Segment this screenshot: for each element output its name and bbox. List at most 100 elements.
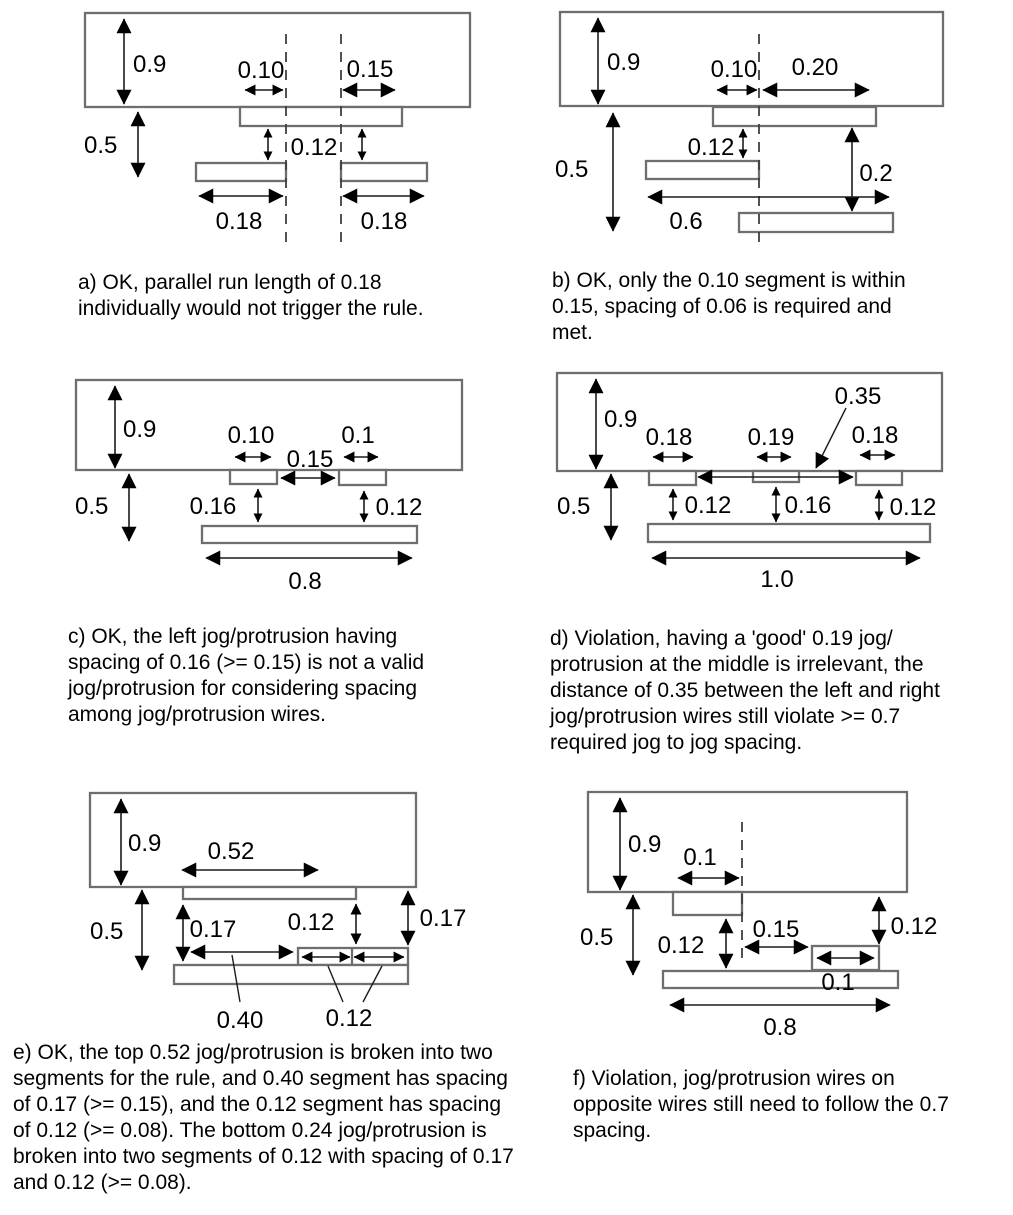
wire-top-rect: [586, 790, 909, 894]
dim-label: 0.40: [217, 1007, 264, 1034]
figure-f-drawing: 0.9 0.5 0.1 0.12 0.15 0.12 0.1 0.8: [580, 790, 938, 1041]
dim-label: 0.12: [376, 494, 423, 521]
dim-label: 0.9: [128, 830, 161, 857]
leader-line-seg-left: [327, 965, 344, 1003]
dim-label: 0.1: [683, 844, 716, 871]
caption-line: spacing.: [573, 1119, 652, 1142]
caption-line: met.: [552, 321, 593, 344]
caption-f: f) Violation, jog/protrusion wires on op…: [573, 1066, 949, 1144]
caption-line: a) OK, parallel run length of 0.18: [78, 271, 382, 294]
caption-line: spacing of 0.16 (>= 0.15) is not a valid: [68, 651, 425, 674]
dim-label: 0.19: [748, 424, 795, 451]
dim-label: 0.5: [557, 493, 590, 520]
dim-label: 0.8: [763, 1014, 796, 1041]
dim-label: 0.5: [84, 132, 117, 159]
caption-d: d) Violation, having a 'good' 0.19 jog/ …: [550, 626, 940, 756]
dim-label: 0.18: [361, 208, 408, 235]
dim-label: 0.12: [891, 913, 938, 940]
caption-line: protrusion at the middle is irrelevant, …: [550, 653, 924, 676]
dim-label: 0.9: [628, 831, 661, 858]
figure-d-drawing: 0.9 0.5 0.35 0.18 0.19 0.18 0.12 0.16 0.…: [555, 371, 944, 593]
dim-label: 0.12: [658, 932, 705, 959]
bottom-wire-rect: [646, 522, 932, 544]
dim-label: 0.15: [287, 446, 334, 473]
dim-label: 0.5: [75, 493, 108, 520]
jog-right-rect: [337, 468, 388, 487]
figure-b-drawing: 0.9 0.5 0.10 0.20 0.12 0.2 0.6: [555, 10, 945, 243]
dim-label: 0.12: [326, 1005, 373, 1032]
caption-line: d) Violation, having a 'good' 0.19 jog/: [550, 627, 893, 650]
bottom-wire-rect: [172, 963, 410, 986]
bottom-wire-rect: [661, 969, 900, 990]
dim-label: 0.18: [646, 424, 693, 451]
caption-line: c) OK, the left jog/protrusion having: [68, 625, 398, 648]
caption-a: a) OK, parallel run length of 0.18 indiv…: [78, 270, 424, 322]
dim-label: 0.16: [190, 493, 237, 520]
dim-label: 0.18: [216, 208, 263, 235]
dim-label: 0.15: [753, 916, 800, 943]
dim-label: 0.16: [785, 492, 832, 519]
caption-line: of 0.12 (>= 0.08). The bottom 0.24 jog/p…: [13, 1119, 487, 1142]
caption-line: of 0.17 (>= 0.15), and the 0.12 segment …: [13, 1093, 502, 1116]
jog-rect: [711, 105, 878, 128]
figure-a-drawing: 0.9 0.5 0.10 0.15 0.12 0.18 0.18: [83, 11, 472, 243]
caption-line: and 0.12 (>= 0.08).: [13, 1171, 192, 1194]
bottom-wire-rect: [737, 211, 895, 234]
dim-label: 0.5: [90, 918, 123, 945]
caption-line: opposite wires still need to follow the …: [573, 1093, 949, 1116]
middle-wire-rect: [644, 159, 761, 181]
dim-label: 0.10: [238, 57, 285, 84]
caption-line: required jog to jog spacing.: [550, 731, 803, 754]
caption-e: e) OK, the top 0.52 jog/protrusion is br…: [13, 1040, 514, 1196]
dim-label: 0.9: [123, 416, 156, 443]
dim-label: 0.20: [792, 54, 839, 81]
dim-label: 0.9: [133, 51, 166, 78]
caption-line: 0.15, spacing of 0.06 is required and: [552, 295, 892, 318]
dim-label: 0.52: [208, 838, 255, 865]
caption-line: broken into two segments of 0.12 with sp…: [13, 1145, 514, 1168]
caption-b: b) OK, only the 0.10 segment is within 0…: [552, 268, 906, 346]
dim-label: 0.2: [859, 160, 892, 187]
dim-label: 0.9: [607, 49, 640, 76]
dim-label: 0.18: [852, 422, 899, 449]
dim-label: 0.12: [288, 909, 335, 936]
jog-left-rect: [228, 468, 279, 486]
top-jog-rect: [671, 890, 744, 917]
dim-label: 0.12: [291, 134, 338, 161]
caption-line: b) OK, only the 0.10 segment is within: [552, 269, 906, 292]
caption-line: individually would not trigger the rule.: [78, 297, 424, 320]
jog-right-rect: [854, 469, 904, 487]
dim-label: 0.5: [555, 156, 588, 183]
caption-line: jog/protrusion for considering spacing: [68, 677, 418, 700]
dim-label: 0.17: [190, 916, 237, 943]
dim-label: 0.1: [821, 969, 854, 996]
leader-line-left-segment: [231, 954, 241, 1003]
dim-label: 0.9: [604, 406, 637, 433]
dim-label: 1.0: [760, 566, 793, 593]
caption-line: f) Violation, jog/protrusion wires on: [573, 1067, 895, 1090]
caption-line: e) OK, the top 0.52 jog/protrusion is br…: [13, 1041, 493, 1064]
top-jog-rect: [181, 885, 358, 901]
dim-label: 0.1: [341, 422, 374, 449]
caption-line: distance of 0.35 between the left and ri…: [550, 679, 940, 702]
figure-e-drawing: 0.9 0.5 0.52 0.17 0.12 0.17 0.40 0.12: [88, 791, 467, 1034]
bottom-wire-left-rect: [194, 161, 288, 183]
dim-label: 0.12: [685, 492, 732, 519]
dim-label: 0.12: [890, 494, 937, 521]
leader-line-distance: [815, 407, 847, 469]
dim-label: 0.17: [420, 905, 467, 932]
dim-label: 0.15: [347, 56, 394, 83]
caption-c: c) OK, the left jog/protrusion having sp…: [68, 624, 424, 728]
bottom-wire-rect: [200, 524, 419, 545]
dim-label: 0.5: [580, 924, 613, 951]
caption-line: among jog/protrusion wires.: [68, 703, 326, 726]
figure-c-drawing: 0.9 0.5 0.10 0.1 0.15 0.16 0.12 0.8: [74, 378, 464, 595]
dim-label: 0.12: [688, 134, 735, 161]
caption-line: segments for the rule, and 0.40 segment …: [13, 1067, 508, 1090]
bottom-wire-right-rect: [339, 161, 429, 183]
leader-line-seg-right: [362, 965, 383, 1003]
caption-line: jog/protrusion wires still violate >= 0.…: [550, 705, 901, 728]
dim-label: 0.35: [835, 383, 882, 410]
